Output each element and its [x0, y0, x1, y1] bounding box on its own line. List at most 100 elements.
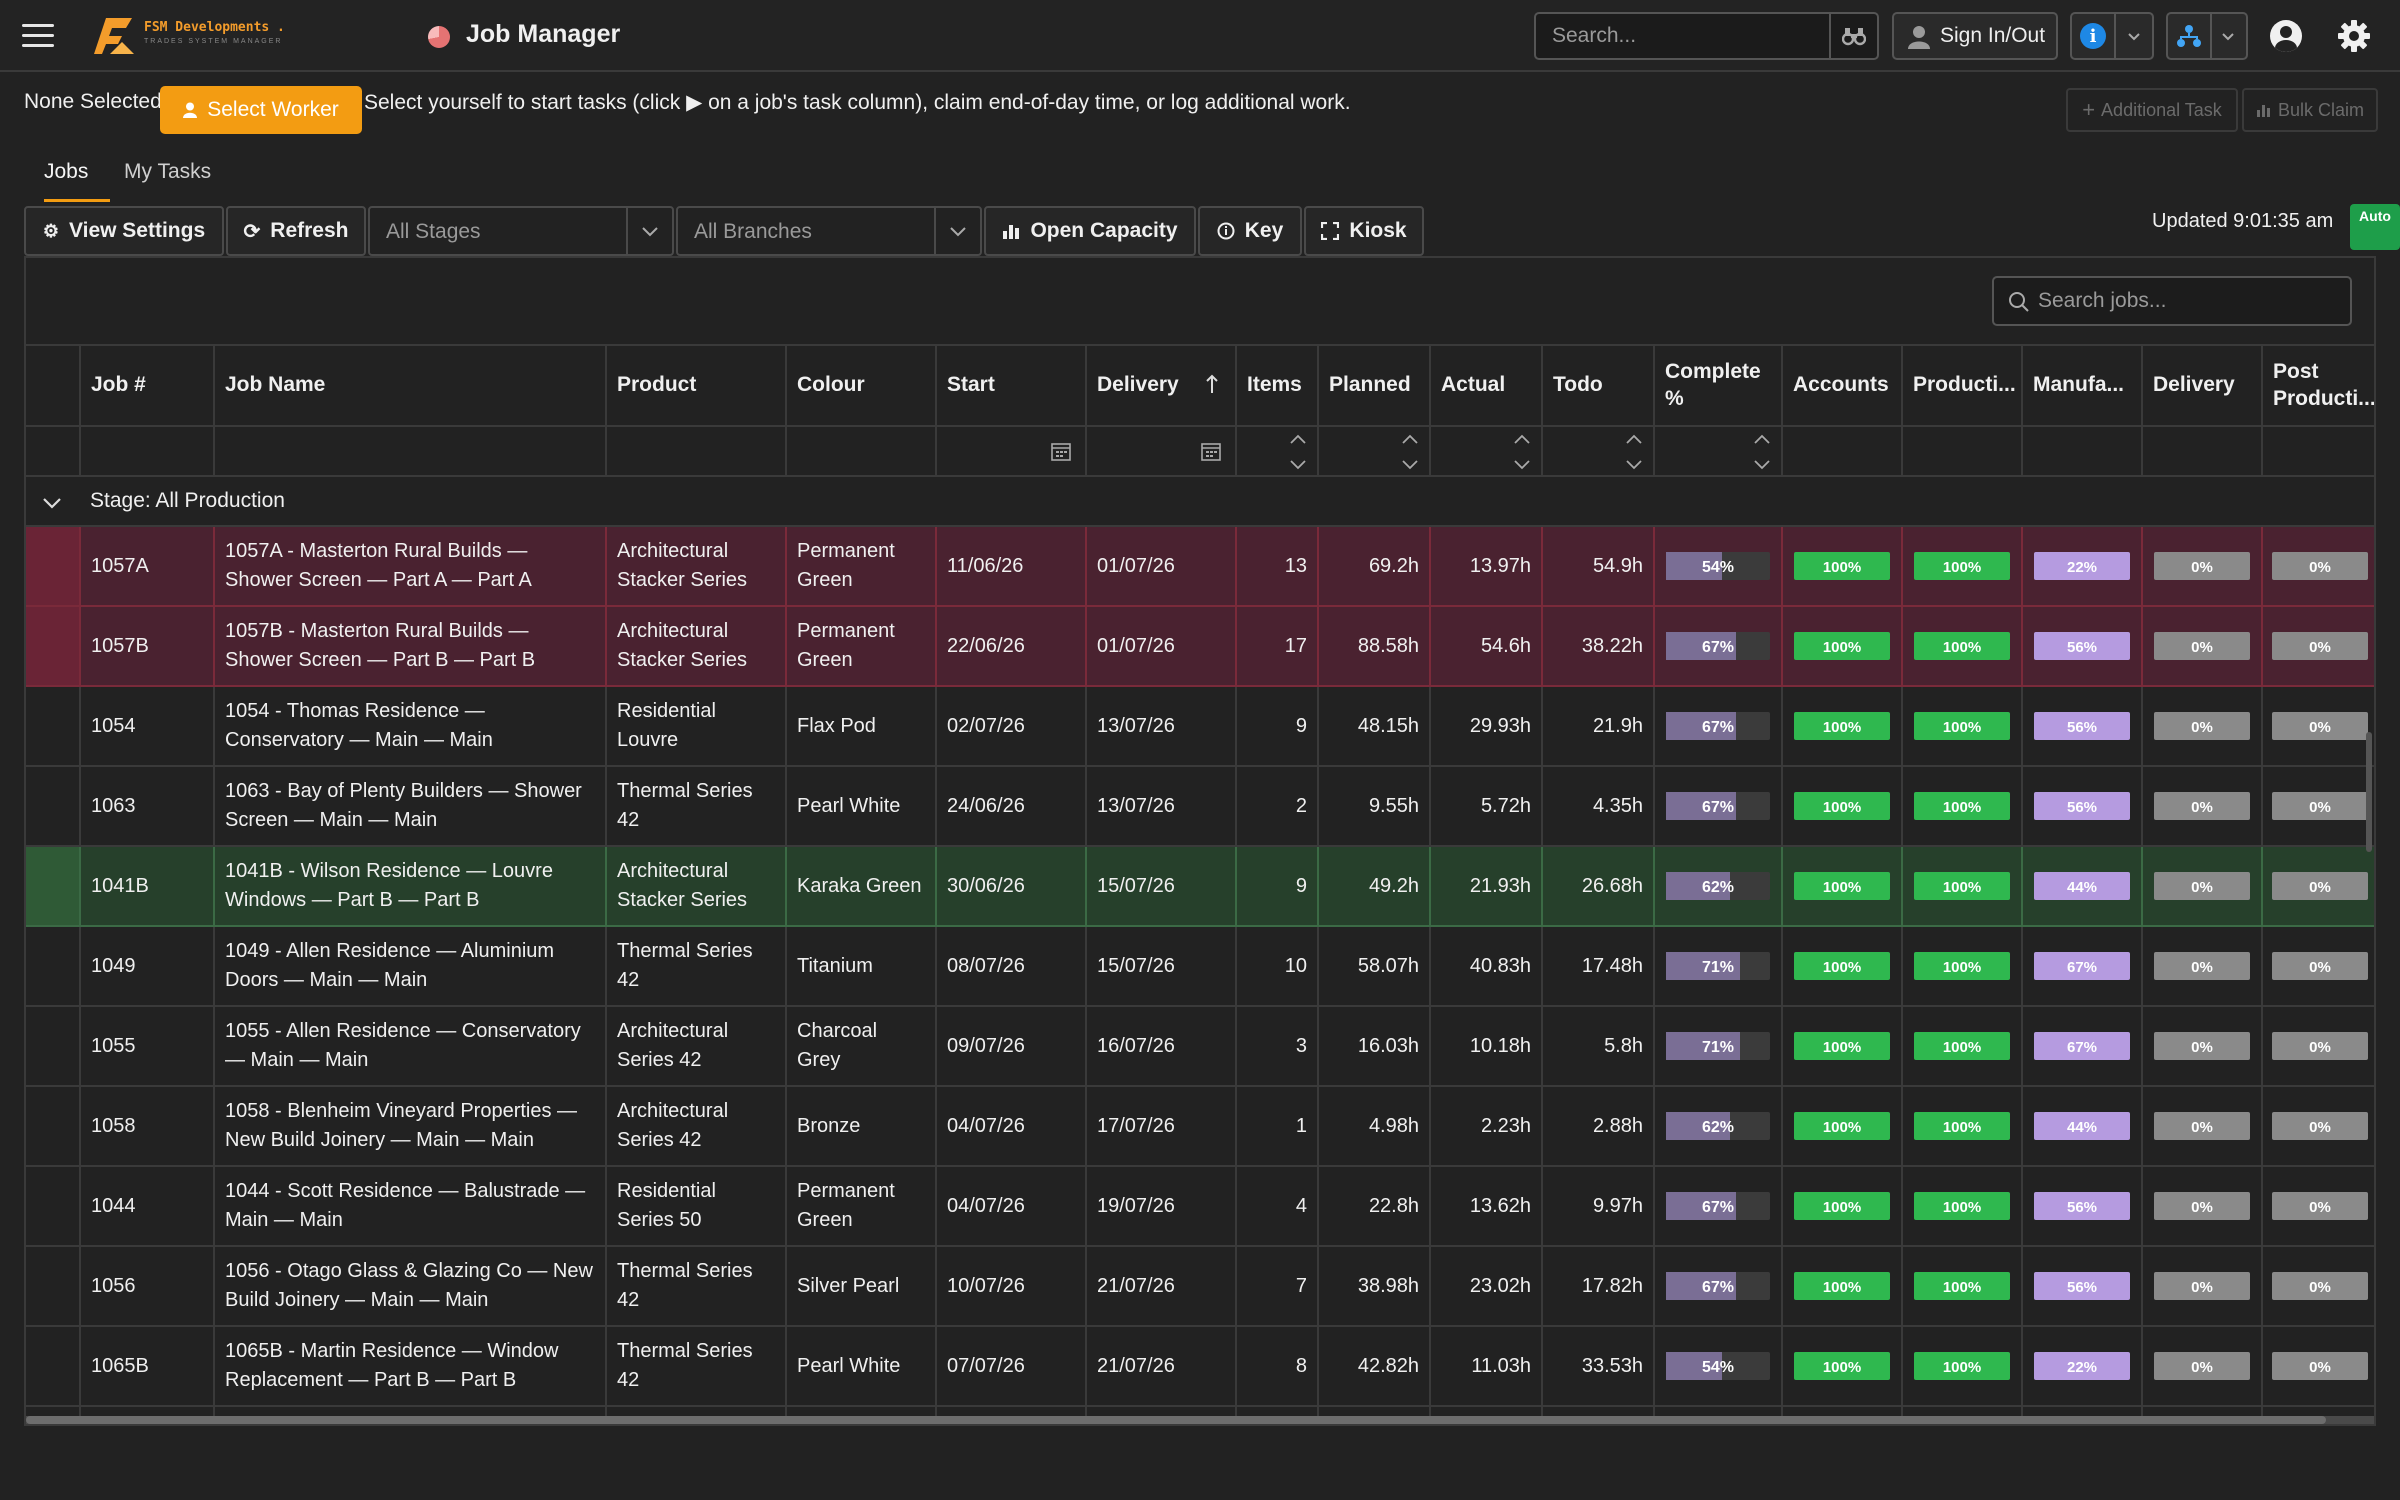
info-button[interactable]: i [2072, 14, 2116, 58]
progress-badge[interactable]: 0% [2272, 632, 2368, 661]
cell-delivery_pct[interactable]: 0% [2142, 1246, 2263, 1327]
progress-badge[interactable]: 56% [2034, 712, 2130, 741]
cell-accounts[interactable]: 100% [1782, 1246, 1903, 1327]
number-spinner-icon[interactable] [1401, 431, 1419, 473]
cell-manufacturing[interactable]: 56% [2022, 1166, 2143, 1247]
progress-badge[interactable]: 100% [1794, 952, 1890, 981]
auto-refresh-toggle[interactable]: Auto [2350, 204, 2400, 250]
cell-production[interactable]: 100% [1902, 926, 2023, 1007]
row-marker[interactable] [26, 1246, 81, 1327]
table-row[interactable]: 1065B 1065B - Martin Residence — Window R… [26, 1326, 2374, 1407]
cell-production[interactable]: 100% [1902, 1166, 2023, 1247]
table-row[interactable]: 1041B 1041B - Wilson Residence — Louvre W… [26, 846, 2374, 927]
progress-badge[interactable]: 44% [2034, 1112, 2130, 1141]
table-row[interactable]: 1049 1049 - Allen Residence — Aluminium D… [26, 926, 2374, 1007]
row-marker[interactable] [26, 686, 81, 767]
cell-delivery_pct[interactable]: 0% [2142, 926, 2263, 1007]
cell-post[interactable]: 0% [2262, 1326, 2374, 1407]
filter-cell[interactable] [80, 426, 215, 477]
tab-my-tasks[interactable]: My Tasks [124, 150, 224, 202]
cell-accounts[interactable]: 100% [1782, 1086, 1903, 1167]
filter-cell[interactable] [1086, 426, 1237, 477]
filter-cell[interactable] [1782, 426, 1903, 477]
filter-cell[interactable] [1430, 426, 1543, 477]
progress-badge[interactable]: 100% [1914, 792, 2010, 821]
table-row[interactable]: 1054 1054 - Thomas Residence — Conservato… [26, 686, 2374, 767]
cell-delivery_pct[interactable]: 0% [2142, 1166, 2263, 1247]
progress-badge[interactable]: 100% [1914, 552, 2010, 581]
progress-badge[interactable]: 0% [2154, 792, 2250, 821]
stages-select[interactable]: All Stages [368, 206, 674, 256]
column-header[interactable]: Planned [1318, 346, 1431, 427]
info-dropdown-toggle[interactable] [2116, 14, 2152, 58]
filter-cell[interactable] [2262, 426, 2374, 477]
progress-badge[interactable]: 56% [2034, 1272, 2130, 1301]
cell-accounts[interactable]: 100% [1782, 1166, 1903, 1247]
progress-badge[interactable]: 0% [2154, 1032, 2250, 1061]
column-header[interactable]: Delivery [2142, 346, 2263, 427]
filter-cell[interactable] [2142, 426, 2263, 477]
progress-badge[interactable]: 100% [1794, 712, 1890, 741]
progress-badge[interactable]: 100% [1794, 1032, 1890, 1061]
cell-production[interactable]: 100% [1902, 1246, 2023, 1327]
progress-badge[interactable]: 0% [2272, 552, 2368, 581]
column-header[interactable]: Accounts [1782, 346, 1903, 427]
column-header[interactable] [26, 346, 81, 427]
filter-cell[interactable] [1902, 426, 2023, 477]
select-worker-button[interactable]: Select Worker [160, 86, 362, 134]
progress-badge[interactable]: 100% [1914, 712, 2010, 741]
progress-badge[interactable]: 0% [2272, 1192, 2368, 1221]
filter-cell[interactable] [1318, 426, 1431, 477]
cell-manufacturing[interactable]: 44% [2022, 1086, 2143, 1167]
row-marker[interactable] [26, 1006, 81, 1087]
cell-production[interactable]: 100% [1902, 1006, 2023, 1087]
filter-cell[interactable] [1542, 426, 1655, 477]
table-row[interactable]: 1057A 1057A - Masterton Rural Builds — Sh… [26, 526, 2374, 607]
column-header[interactable]: Job Name [214, 346, 607, 427]
cell-manufacturing[interactable]: 44% [2022, 846, 2143, 927]
progress-badge[interactable]: 56% [2034, 792, 2130, 821]
key-button[interactable]: Key [1198, 206, 1302, 256]
number-spinner-icon[interactable] [1289, 431, 1307, 473]
column-header[interactable]: Product [606, 346, 787, 427]
progress-badge[interactable]: 100% [1794, 1272, 1890, 1301]
number-spinner-icon[interactable] [1625, 431, 1643, 473]
column-header[interactable]: Todo [1542, 346, 1655, 427]
progress-badge[interactable]: 0% [2154, 1192, 2250, 1221]
progress-badge[interactable]: 0% [2154, 712, 2250, 741]
column-header[interactable]: Start [936, 346, 1087, 427]
cell-delivery_pct[interactable]: 0% [2142, 1326, 2263, 1407]
hierarchy-button[interactable] [2168, 14, 2212, 58]
cell-post[interactable]: 0% [2262, 766, 2374, 847]
sign-in-out-button[interactable]: Sign In/Out [1892, 12, 2058, 60]
menu-icon[interactable] [22, 24, 54, 48]
progress-badge[interactable]: 0% [2272, 1272, 2368, 1301]
cell-accounts[interactable]: 100% [1782, 926, 1903, 1007]
progress-badge[interactable]: 22% [2034, 1352, 2130, 1381]
cell-manufacturing[interactable]: 67% [2022, 926, 2143, 1007]
progress-badge[interactable]: 0% [2272, 1352, 2368, 1381]
calendar-icon[interactable] [1051, 441, 1071, 461]
gear-icon[interactable] [2336, 18, 2372, 54]
progress-badge[interactable]: 100% [1914, 1192, 2010, 1221]
additional-task-button[interactable]: + Additional Task [2066, 88, 2238, 132]
column-header[interactable]: Items [1236, 346, 1319, 427]
progress-badge[interactable]: 0% [2154, 1352, 2250, 1381]
progress-badge[interactable]: 0% [2272, 712, 2368, 741]
column-header[interactable]: Actual [1430, 346, 1543, 427]
cell-manufacturing[interactable]: 22% [2022, 1326, 2143, 1407]
cell-production[interactable]: 100% [1902, 846, 2023, 927]
column-header[interactable]: Post Producti... [2262, 346, 2374, 427]
kiosk-button[interactable]: Kiosk [1304, 206, 1424, 256]
user-circle-icon[interactable] [2270, 20, 2302, 52]
cell-production[interactable]: 100% [1902, 1326, 2023, 1407]
progress-badge[interactable]: 100% [1794, 872, 1890, 901]
column-header[interactable]: Producti... [1902, 346, 2023, 427]
progress-badge[interactable]: 100% [1914, 1112, 2010, 1141]
progress-badge[interactable]: 0% [2272, 872, 2368, 901]
group-row[interactable]: Stage: All Production [26, 476, 2374, 527]
bulk-claim-button[interactable]: Bulk Claim [2242, 88, 2378, 132]
cell-manufacturing[interactable]: 56% [2022, 766, 2143, 847]
cell-accounts[interactable]: 100% [1782, 766, 1903, 847]
cell-post[interactable]: 0% [2262, 1166, 2374, 1247]
